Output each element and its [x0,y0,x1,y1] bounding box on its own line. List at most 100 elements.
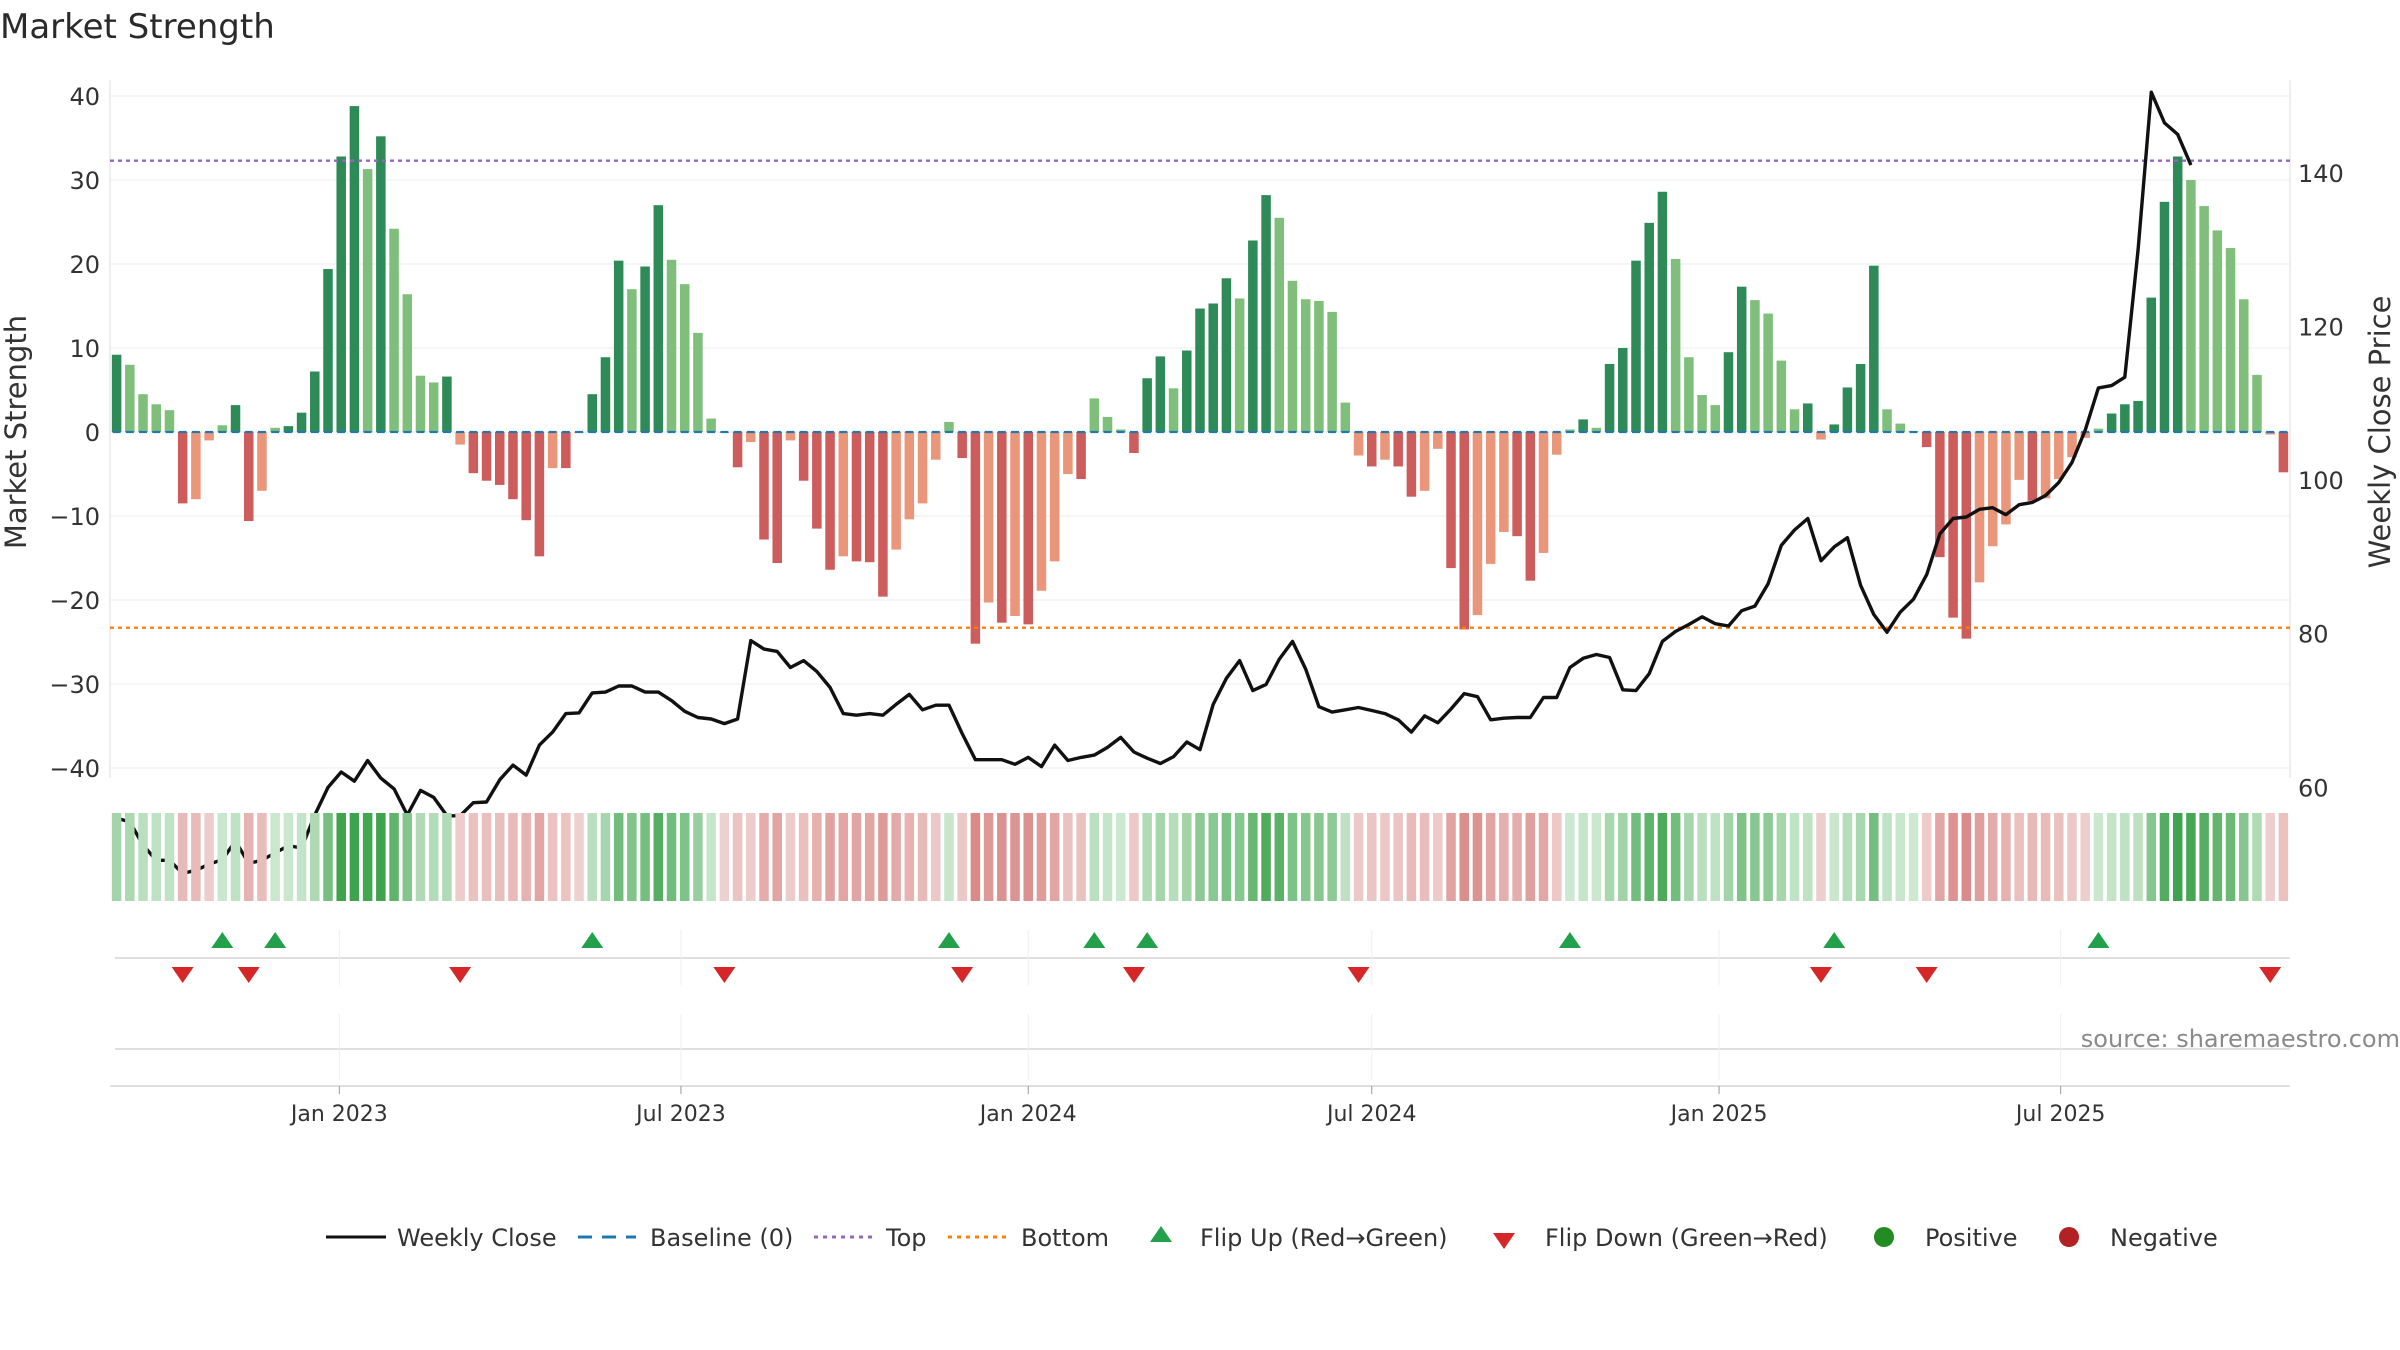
y-tick-label: 30 [69,167,100,195]
x-tick-label: Jan 2023 [289,1102,388,1127]
strength-bar [1419,432,1430,491]
strength-bar [1459,432,1469,630]
strength-bar [1948,432,1958,618]
strength-bar [693,332,703,432]
strip-cell [151,813,161,901]
strip-cell [917,813,928,901]
strength-bar [1049,432,1060,562]
flip-down-marker [2259,967,2282,983]
strip-cell [825,813,835,901]
strength-bar [931,432,941,460]
strip-cell [1036,813,1047,901]
strength-bar [1803,403,1813,432]
strip-cell [1102,813,1113,901]
strength-bar [481,432,492,481]
strip-cell [547,813,558,901]
strength-bar [878,432,888,597]
strip-cell [1750,813,1760,901]
strip-cell [1512,813,1522,901]
legend-negative-label: Negative [2110,1224,2218,1252]
strip-cell [125,813,135,901]
strip-cell [1248,813,1258,901]
legend-flip-down-icon [1493,1233,1515,1249]
strength-bar [1380,432,1390,460]
strip-cell [481,813,492,901]
legend-bottom-label: Bottom [1021,1224,1109,1252]
strength-bar [2067,432,2077,458]
legend-negative-icon [2059,1227,2079,1247]
strength-bar [812,432,822,529]
strength-bar [1234,298,1245,432]
strip-cell [1049,813,1060,901]
strip-cell [2067,813,2077,901]
strength-bar [468,432,479,474]
strength-bar [2054,432,2064,480]
strip-cell [442,813,452,901]
strip-cell [2159,813,2170,901]
strength-bar [111,354,122,432]
flip-up-marker [211,932,234,948]
y-axis-left-ticks: −40 −30 −20 −10 0 10 20 30 40 [49,83,100,783]
strip-cell [2239,813,2249,901]
x-axis-ticks: Jan 2023 Jul 2023 Jan 2024 Jul 2024 Jan 2025… [289,930,2105,1127]
strip-cell [468,813,479,901]
strength-bar [2133,400,2143,432]
strip-cell [574,813,584,901]
strength-bar [230,405,241,432]
strength-bar [1089,398,1100,432]
strip-cell [270,813,280,901]
strength-bar [1367,432,1377,467]
strength-bar [2106,413,2117,432]
strength-bar [1063,432,1073,474]
strip-cell [1076,813,1086,901]
legend-flip-up-label: Flip Up (Red→Green) [1200,1224,1448,1252]
strength-bar [1023,432,1033,625]
strength-bar [2239,299,2249,432]
strip-cell [455,813,465,901]
strip-cell [349,813,360,901]
strip-cell [798,813,809,901]
strength-bar [983,432,994,603]
strip-cell [1631,813,1641,901]
strip-cell [521,813,531,901]
strip-cell [957,813,967,901]
strip-cell [785,813,796,901]
strength-bar [785,432,796,441]
strength-bar [442,376,452,432]
strength-bar [362,169,373,432]
strip-cell [1921,813,1932,901]
strength-bar [2252,374,2262,432]
strip-cell [653,813,664,901]
strip-cell [746,813,756,901]
strip-cell [1287,813,1298,901]
strength-bar [1208,303,1218,432]
strip-cell [2040,813,2051,901]
strength-bar [1102,416,1113,432]
strip-cell [1393,813,1403,901]
strip-cell [1446,813,1456,901]
strength-bar [164,410,175,432]
strength-bar [706,418,716,432]
strength-bar [1551,432,1562,455]
strength-bar [904,432,915,520]
strength-bar [1987,432,1998,547]
strip-cell [283,813,294,901]
strength-bar [640,266,650,432]
y-axis-left-title: Market Strength [0,315,33,549]
strength-bar [1882,409,1892,432]
strength-bar [1129,432,1139,453]
strip-cell [627,813,637,901]
y-tick-label: 10 [69,335,100,363]
flip-down-marker [951,967,974,983]
x-tick-label: Jan 2025 [1669,1102,1768,1127]
strip-cell [2278,813,2289,901]
strip-cell [983,813,994,901]
flip-up-marker [1083,932,1106,948]
strength-bar [2159,201,2170,432]
strength-bar [1684,357,1694,432]
strength-bar [1485,432,1496,564]
strip-cell [296,813,307,901]
strength-bar [1433,432,1443,449]
strength-bar [1155,356,1166,432]
strip-cell [534,813,545,901]
